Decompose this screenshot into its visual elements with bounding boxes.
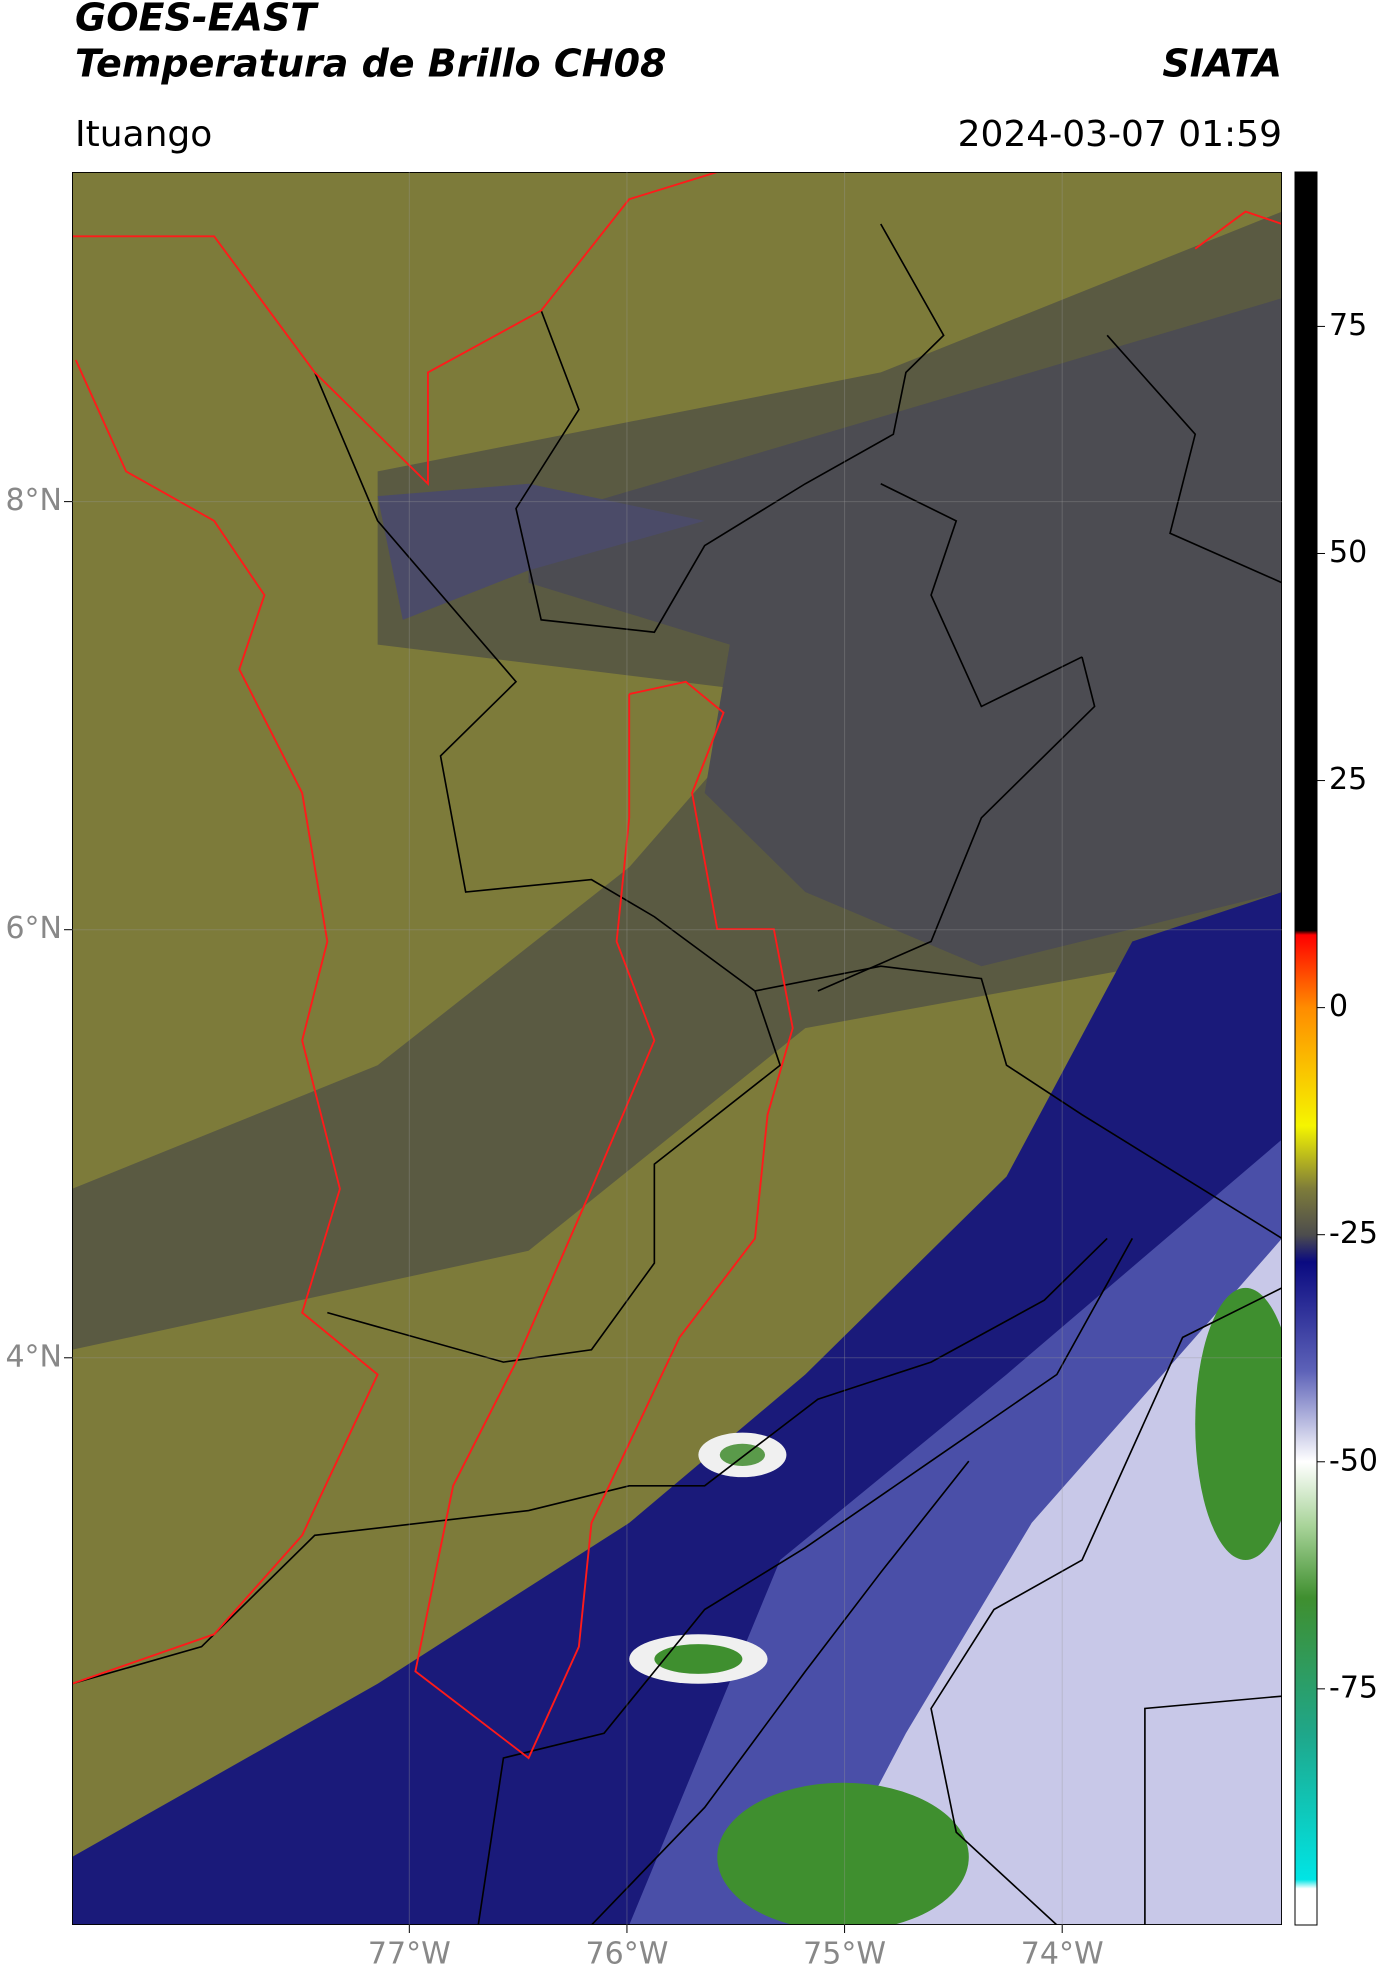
cloud-top: [719, 1443, 766, 1467]
cloud-top: [654, 1644, 743, 1674]
red-borders: [72, 172, 1282, 1760]
cloud-band: [528, 298, 1282, 967]
x-tick-label: 75°W: [803, 1937, 886, 1972]
y-tick-label: 8°N: [5, 483, 62, 518]
colorbar-tick-label: -50: [1329, 1443, 1378, 1478]
colorbar-tick-label: 50: [1329, 535, 1367, 570]
cloud-top: [717, 1782, 969, 1925]
cloud-band: [377, 483, 705, 620]
y-tick-label: 4°N: [5, 1339, 62, 1374]
datetime: 2024-03-07 01:59: [958, 114, 1282, 155]
title: GOES-EAST: [75, 0, 319, 40]
colorbar-tick-label: 0: [1329, 989, 1348, 1024]
brand: SIATA: [1162, 42, 1282, 86]
x-tick-label: 76°W: [586, 1937, 669, 1972]
colorbar-tick-label: 25: [1329, 762, 1367, 797]
colorbar-tick-label: -75: [1329, 1670, 1378, 1705]
y-tick-label: 6°N: [5, 911, 62, 946]
colorbar-tick-label: 75: [1329, 308, 1367, 343]
borders: [72, 223, 1282, 1925]
x-tick-label: 77°W: [368, 1937, 451, 1972]
satellite-map: [72, 172, 1282, 1925]
colorbar-tick-label: -25: [1329, 1216, 1378, 1251]
location: Ituango: [75, 114, 212, 155]
x-tick-label: 74°W: [1021, 1937, 1104, 1972]
colorbar: [1294, 171, 1318, 1926]
subtitle: Temperatura de Brillo CH08: [75, 42, 666, 86]
cloud-top: [1195, 1287, 1282, 1561]
